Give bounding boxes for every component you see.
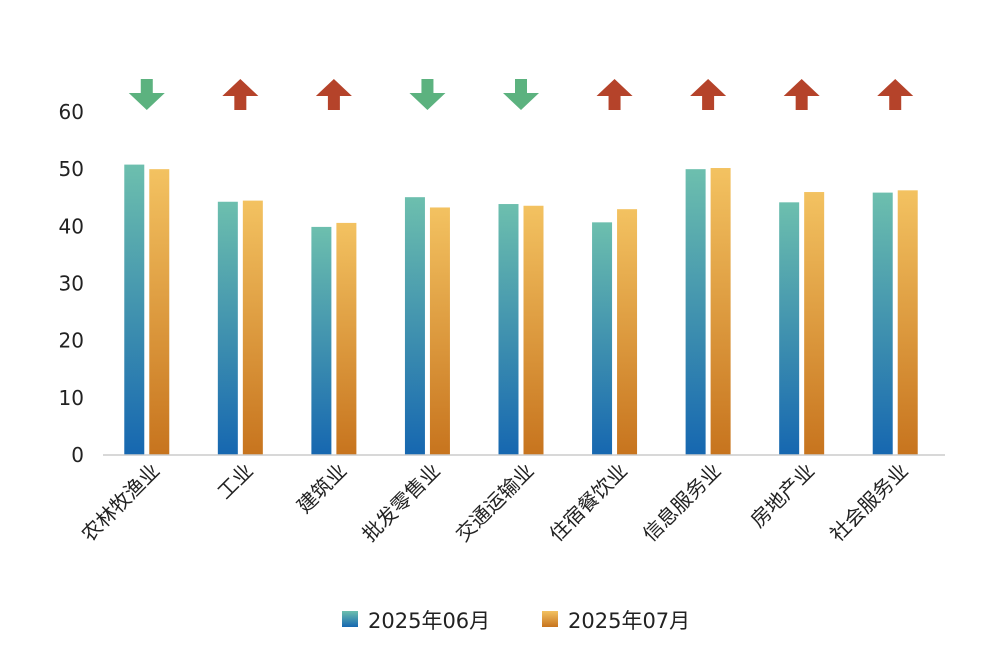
bar-jun-3	[404, 197, 425, 455]
trend-up-arrow-icon	[222, 79, 259, 110]
x-tick-label: 建筑业	[292, 459, 351, 518]
y-tick-label: 0	[71, 443, 84, 467]
bar-jun-2	[311, 226, 332, 455]
x-tick-label: 批发零售业	[357, 459, 445, 547]
legend: 2025年06月 2025年07月	[342, 609, 690, 633]
bar-jun-5	[592, 222, 613, 455]
y-tick-label: 60	[59, 100, 84, 124]
x-tick-label: 社会服务业	[825, 459, 913, 547]
y-axis: 0 10 20 30 40 50 60	[59, 100, 84, 467]
bar-jun-8	[872, 192, 893, 456]
bar-jul-3	[429, 207, 450, 455]
y-tick-label: 50	[59, 157, 84, 181]
x-tick-label: 住宿餐饮业	[544, 459, 632, 547]
bars-group	[124, 164, 918, 456]
trend-down-arrow-icon	[503, 79, 539, 110]
x-tick-label: 工业	[213, 459, 258, 504]
y-tick-label: 30	[59, 272, 84, 296]
bar-jul-8	[897, 190, 918, 455]
bar-jun-7	[779, 202, 800, 455]
bar-jul-6	[710, 168, 731, 456]
trend-down-arrow-icon	[409, 79, 446, 110]
bar-jul-7	[804, 192, 825, 456]
bar-jun-6	[685, 169, 706, 455]
bar-jun-1	[217, 201, 238, 455]
bar-jun-0	[124, 164, 145, 456]
trend-up-arrow-icon	[877, 79, 914, 110]
legend-label: 2025年07月	[568, 609, 690, 633]
bar-jul-0	[149, 169, 170, 455]
trend-up-arrow-icon	[783, 79, 820, 110]
x-tick-label: 交通运输业	[451, 459, 539, 547]
bar-jul-5	[617, 209, 638, 455]
legend-label: 2025年06月	[368, 609, 490, 633]
trend-arrows	[128, 79, 914, 110]
trend-up-arrow-icon	[315, 79, 352, 110]
trend-up-arrow-icon	[690, 79, 727, 110]
x-tick-label: 信息服务业	[638, 459, 726, 547]
x-tick-label: 房地产业	[746, 459, 820, 533]
legend-swatch	[342, 611, 358, 627]
bar-jul-2	[336, 222, 357, 455]
bar-jul-1	[242, 200, 263, 455]
trend-down-arrow-icon	[128, 79, 165, 110]
trend-up-arrow-icon	[596, 79, 633, 110]
x-tick-label: 农林牧渔业	[77, 459, 165, 547]
y-tick-label: 20	[59, 329, 84, 353]
bar-jul-4	[523, 205, 544, 455]
y-tick-label: 40	[59, 214, 84, 238]
bar-jun-4	[498, 204, 519, 455]
y-tick-label: 10	[59, 386, 84, 410]
x-axis-labels: 农林牧渔业 工业 建筑业 批发零售业 交通运输业 住宿餐饮业 信息服务业 房地产业 社会服务业	[77, 459, 913, 547]
legend-swatch	[542, 611, 558, 627]
